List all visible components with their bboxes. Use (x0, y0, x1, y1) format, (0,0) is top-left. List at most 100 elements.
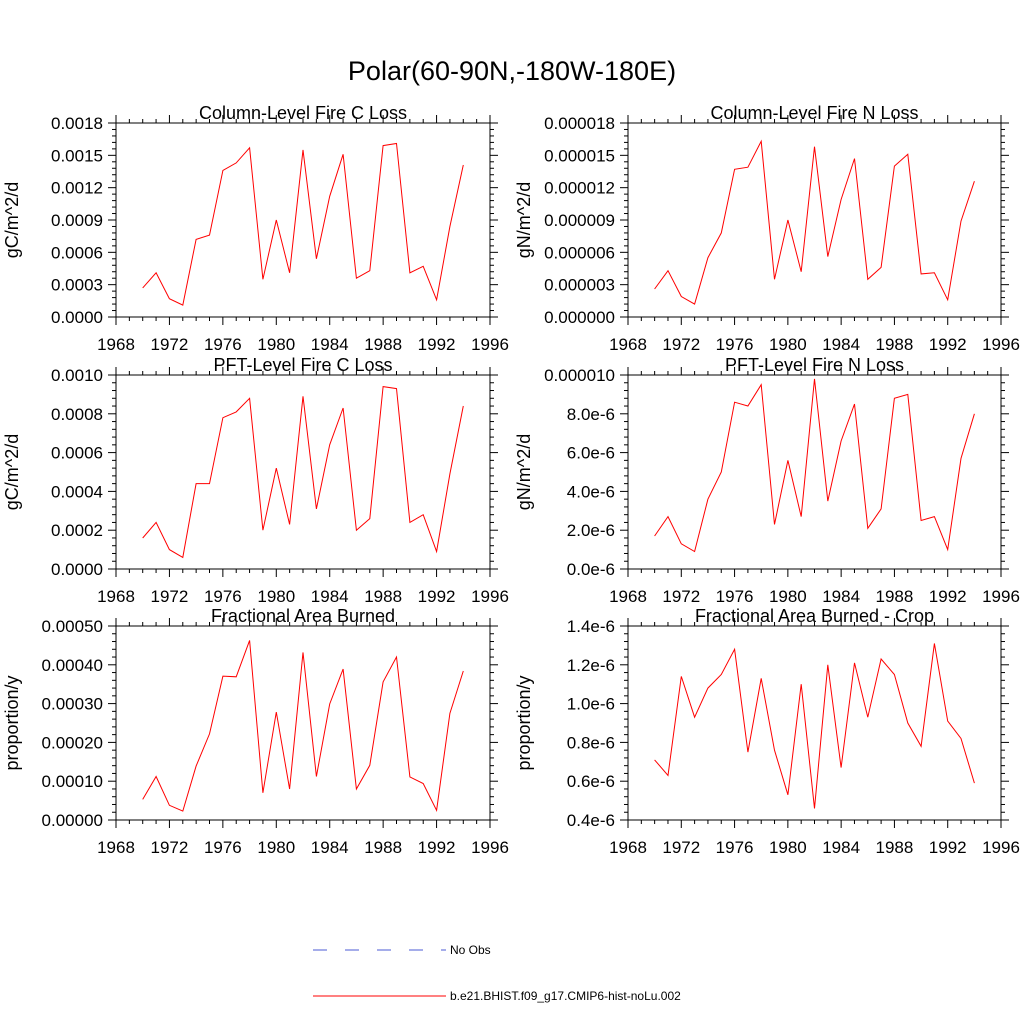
y-tick-label: 4.0e-6 (567, 482, 615, 501)
y-tick-label: 6.0e-6 (567, 444, 615, 463)
x-tick-label: 1976 (204, 838, 242, 857)
y-tick-label: 0.8e-6 (567, 733, 615, 752)
y-tick-label: 0.000015 (544, 146, 615, 165)
panel-4: Fractional Area Burned proportion/y 1968 19… (2, 606, 509, 857)
x-tick-label: 1996 (471, 335, 509, 354)
y-tick-label: 0.0012 (51, 179, 103, 198)
x-tick-label: 1992 (929, 587, 967, 606)
legend-label-no-obs: No Obs (450, 943, 491, 957)
y-tick-label: 0.0018 (51, 114, 103, 133)
panel-5: Fractional Area Burned - Crop proportion/… (514, 606, 1020, 857)
y-tick-label: 0.0010 (51, 366, 103, 385)
y-axis-label: gC/m^2/d (2, 434, 22, 510)
x-tick-label: 1996 (471, 587, 509, 606)
plot-frame (627, 122, 1002, 318)
legend: No Obs b.e21.BHIST.f09_g17.CMIP6-hist-noL… (313, 943, 681, 1003)
x-tick-label: 1980 (769, 335, 807, 354)
x-tick-label: 1988 (876, 335, 914, 354)
y-tick-label: 0.000000 (544, 308, 615, 327)
x-tick-label: 1984 (822, 335, 860, 354)
y-tick-label: 0.6e-6 (567, 772, 615, 791)
y-tick-label: 1.0e-6 (567, 695, 615, 714)
panel-title: Column-Level Fire C Loss (199, 103, 407, 123)
panel-title: PFT-Level Fire N Loss (725, 355, 904, 375)
y-tick-label: 1.2e-6 (567, 656, 615, 675)
x-tick-label: 1980 (769, 587, 807, 606)
x-tick-label: 1988 (876, 587, 914, 606)
y-tick-label: 0.0e-6 (567, 560, 615, 579)
x-tick-label: 1996 (471, 838, 509, 857)
y-tick-label: 0.0003 (51, 276, 103, 295)
x-tick-label: 1976 (204, 587, 242, 606)
x-tick-label: 1984 (822, 838, 860, 857)
x-tick-label: 1996 (982, 838, 1020, 857)
series-line (654, 378, 975, 553)
x-tick-label: 1996 (982, 335, 1020, 354)
y-tick-label: 0.000006 (544, 243, 615, 262)
panel-title: Column-Level Fire N Loss (710, 103, 918, 123)
x-tick-label: 1976 (204, 335, 242, 354)
y-axis-label: proportion/y (2, 675, 22, 770)
figure-title: Polar(60-90N,-180W-180E) (347, 56, 677, 86)
x-tick-label: 1976 (716, 587, 754, 606)
plot-frame (115, 374, 491, 570)
series-line (654, 643, 975, 809)
y-tick-label: 0.00040 (42, 656, 103, 675)
x-tick-label: 1976 (716, 335, 754, 354)
x-tick-label: 1984 (311, 335, 349, 354)
x-tick-label: 1968 (609, 335, 647, 354)
panel-title: Fractional Area Burned (211, 606, 395, 626)
series-line (654, 139, 975, 305)
plot-frame (627, 625, 1002, 821)
series-line (142, 142, 464, 306)
y-tick-label: 0.0006 (51, 444, 103, 463)
x-tick-label: 1988 (364, 838, 402, 857)
y-tick-label: 0.0008 (51, 405, 103, 424)
y-tick-label: 0.00010 (42, 772, 103, 791)
panel-3: PFT-Level Fire N Loss gN/m^2/d 1968 1972 197… (514, 355, 1020, 606)
y-tick-label: 0.0004 (51, 482, 103, 501)
y-tick-label: 0.00000 (42, 811, 103, 830)
series-line (142, 386, 464, 559)
y-tick-label: 0.0000 (51, 308, 103, 327)
x-tick-label: 1988 (364, 335, 402, 354)
y-tick-label: 0.000012 (544, 179, 615, 198)
panel-title: PFT-Level Fire C Loss (213, 355, 392, 375)
x-tick-label: 1968 (609, 838, 647, 857)
x-tick-label: 1984 (311, 587, 349, 606)
y-tick-label: 0.0009 (51, 211, 103, 230)
x-tick-label: 1992 (929, 335, 967, 354)
panel-0: Column-Level Fire C Loss gC/m^2/d 1968 1972… (2, 103, 509, 354)
y-axis-label: gC/m^2/d (2, 182, 22, 258)
panel-2: PFT-Level Fire C Loss gC/m^2/d 1968 1972 197… (2, 355, 509, 606)
x-tick-label: 1972 (151, 335, 189, 354)
y-tick-label: 0.0015 (51, 146, 103, 165)
x-tick-label: 1972 (151, 587, 189, 606)
x-tick-label: 1968 (97, 587, 135, 606)
x-tick-label: 1980 (257, 335, 295, 354)
y-tick-label: 0.00050 (42, 617, 103, 636)
y-tick-label: 8.0e-6 (567, 405, 615, 424)
legend-label-model: b.e21.BHIST.f09_g17.CMIP6-hist-noLu.002 (450, 989, 681, 1003)
y-tick-label: 0.000003 (544, 276, 615, 295)
x-tick-label: 1972 (662, 587, 700, 606)
y-tick-label: 0.000010 (544, 366, 615, 385)
y-tick-label: 2.0e-6 (567, 521, 615, 540)
y-tick-label: 0.00030 (42, 695, 103, 714)
y-axis-label: gN/m^2/d (514, 182, 534, 258)
x-tick-label: 1968 (97, 335, 135, 354)
x-tick-label: 1972 (151, 838, 189, 857)
y-tick-label: 1.4e-6 (567, 617, 615, 636)
x-tick-label: 1980 (769, 838, 807, 857)
x-tick-label: 1980 (257, 587, 295, 606)
panel-1: Column-Level Fire N Loss gN/m^2/d 1968 1972… (514, 103, 1020, 354)
x-tick-label: 1976 (716, 838, 754, 857)
y-tick-label: 0.4e-6 (567, 811, 615, 830)
x-tick-label: 1968 (609, 587, 647, 606)
y-tick-label: 0.0002 (51, 521, 103, 540)
x-tick-label: 1988 (364, 587, 402, 606)
x-tick-label: 1992 (929, 838, 967, 857)
x-tick-label: 1984 (822, 587, 860, 606)
